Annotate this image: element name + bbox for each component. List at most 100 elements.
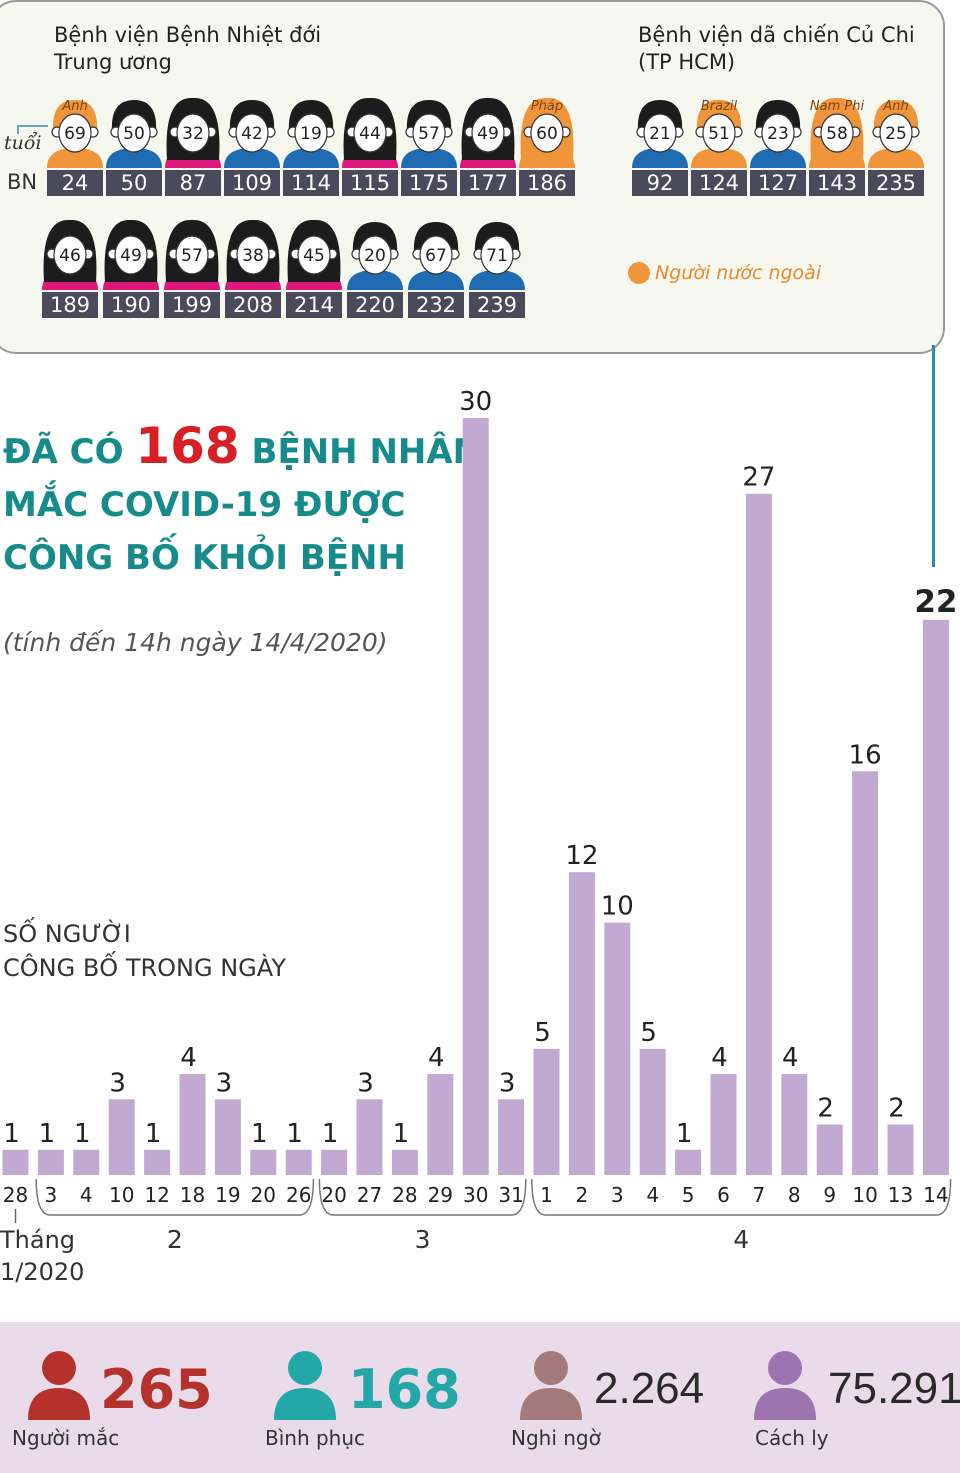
patient-id-box	[408, 292, 464, 318]
tick-label: 26	[286, 1183, 311, 1207]
bar	[922, 619, 949, 1175]
tick-label: 2	[576, 1183, 589, 1207]
patient-age: 44	[359, 124, 381, 144]
patient-country: Brazil	[701, 99, 738, 114]
shirt-shape	[283, 148, 339, 168]
patient-id-box	[691, 170, 747, 196]
bar	[568, 872, 595, 1175]
patient-country: Anh	[882, 99, 908, 114]
stat-value: 75.291	[828, 1364, 960, 1413]
patient-id-box	[342, 170, 398, 196]
patient-age: 23	[767, 124, 789, 144]
y-axis-label-line: SỐ NGƯỜI	[3, 920, 131, 948]
age-label: tuổi	[4, 132, 42, 154]
face-shape	[176, 113, 210, 153]
patient-id-box	[519, 170, 575, 196]
month-note-line: 1/2020	[0, 1258, 85, 1286]
month-note: Tháng 1/2020	[0, 1224, 84, 1288]
headline-suffix: BỆNH NHÂN	[239, 432, 482, 472]
y-axis-label: SỐ NGƯỜI CÔNG BỐ TRONG NGÀY	[3, 917, 286, 985]
patient-figure: 20 220	[347, 222, 403, 318]
stat-value: 168	[348, 1358, 461, 1421]
patient-figure: 25 Anh 235	[868, 99, 924, 196]
patient-id: 214	[294, 293, 334, 317]
patient-age: 38	[242, 246, 264, 266]
patient-age: 69	[64, 124, 86, 144]
tick-label: 29	[428, 1183, 453, 1207]
month-label: 4	[733, 1225, 749, 1254]
data-label: 1	[251, 1119, 268, 1149]
age-pointer-line	[17, 125, 48, 134]
headline-line2: MẮC COVID-19 ĐƯỢC	[3, 485, 406, 525]
tick-label: 30	[463, 1183, 488, 1207]
patient-id: 239	[477, 293, 517, 317]
patient-id: 199	[172, 293, 212, 317]
patient-id-box	[750, 170, 806, 196]
hospital-title-line: Bệnh viện Bệnh Nhiệt đới	[54, 23, 322, 47]
data-label: 2	[888, 1094, 905, 1124]
patient-id: 92	[647, 171, 674, 195]
data-label: 2	[817, 1094, 834, 1124]
patient-age: 45	[303, 246, 325, 266]
bar	[391, 1149, 418, 1175]
bar	[887, 1124, 914, 1175]
data-label: 3	[357, 1068, 374, 1098]
data-label: 1	[393, 1119, 410, 1149]
data-label: 5	[640, 1018, 657, 1048]
shirt-shape	[868, 148, 924, 168]
bar	[498, 1099, 525, 1175]
bar	[144, 1149, 171, 1175]
face-shape	[53, 235, 87, 275]
patient-id: 50	[121, 171, 148, 195]
patient-id-box	[165, 170, 221, 196]
month-label: 2	[167, 1225, 183, 1254]
bar	[781, 1074, 808, 1175]
patient-id-box	[460, 170, 516, 196]
headline: ĐÃ CÓ 168 BỆNH NHÂN MẮC COVID-19 ĐƯỢC CÔ…	[3, 420, 481, 585]
bar	[37, 1149, 64, 1175]
legend-label: Người nước ngoài	[655, 262, 822, 284]
stat-value: 265	[100, 1358, 213, 1421]
patient-figure: 46 189	[42, 219, 98, 318]
month-bracket	[318, 1178, 527, 1216]
face-shape	[58, 113, 92, 153]
face-shape	[419, 235, 453, 275]
patient-figure: 49 190	[103, 219, 159, 318]
face-shape	[294, 113, 328, 153]
bar-chart: 1281314310112418319120126120327128429303…	[2, 387, 957, 1254]
patient-age: 57	[418, 124, 440, 144]
bar	[214, 1099, 241, 1175]
patient-age: 42	[241, 124, 263, 144]
stat-label: Bình phục	[265, 1426, 366, 1450]
patient-id: 235	[876, 171, 916, 195]
person-icon	[754, 1351, 816, 1420]
patient-age: 46	[59, 246, 81, 266]
data-label: 1	[676, 1119, 693, 1149]
patient-id: 127	[758, 171, 798, 195]
patient-id: 143	[817, 171, 857, 195]
bar	[745, 493, 772, 1175]
patient-id-box	[286, 292, 342, 318]
patient-id: 87	[180, 171, 207, 195]
bar	[604, 922, 631, 1175]
face-shape	[235, 113, 269, 153]
patient-figure: 57 199	[164, 219, 220, 318]
patient-age: 25	[885, 124, 907, 144]
tick-label: 4	[80, 1183, 93, 1207]
face-shape	[480, 235, 514, 275]
patient-id-box	[868, 170, 924, 196]
stat-label: Nghi ngờ	[511, 1426, 601, 1450]
patient-figure: 21 92	[632, 100, 688, 196]
patient-id-box	[106, 170, 162, 196]
patient-figure: 71 239	[469, 222, 525, 318]
stat-label: Cách ly	[755, 1426, 829, 1450]
bar	[321, 1149, 348, 1175]
data-label: 3	[499, 1068, 516, 1098]
patient-id-box	[224, 170, 280, 196]
tick-label: 28	[392, 1183, 417, 1207]
patient-figure: 49 177	[460, 97, 516, 196]
face-shape	[761, 113, 795, 153]
data-label: 30	[459, 387, 492, 417]
data-label: 4	[782, 1043, 799, 1073]
bar	[285, 1149, 312, 1175]
